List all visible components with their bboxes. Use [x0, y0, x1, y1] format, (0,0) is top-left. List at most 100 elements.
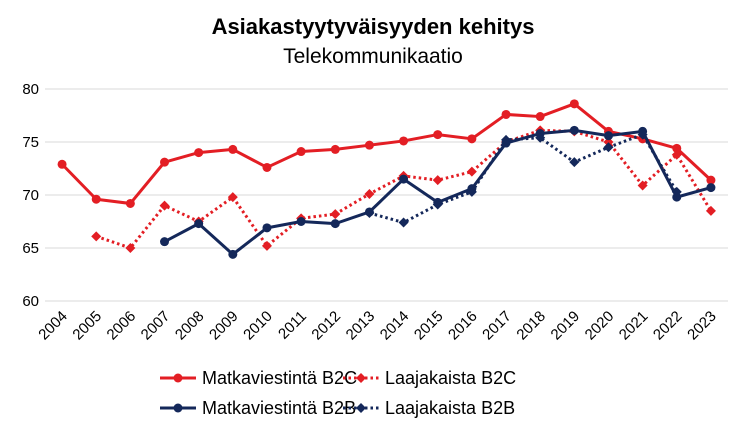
data-point [672, 192, 682, 202]
data-point [356, 373, 366, 383]
x-tick-label: 2019 [548, 308, 584, 344]
data-point [330, 144, 340, 154]
y-tick-label: 70 [22, 187, 39, 204]
data-point [569, 157, 580, 168]
x-tick-label: 2007 [138, 308, 174, 344]
data-point [603, 142, 614, 153]
x-tick-label: 2012 [308, 308, 344, 344]
x-tick-label: 2011 [275, 308, 310, 343]
data-point [399, 136, 409, 146]
data-point [535, 132, 546, 143]
y-axis-ticks: 60 65 70 75 80 [22, 81, 39, 310]
data-point [706, 183, 716, 193]
chart-subtitle: Telekommunikaatio [283, 45, 463, 68]
series [364, 129, 682, 228]
x-tick-label: 2016 [445, 308, 481, 344]
data-point [228, 249, 238, 259]
data-point [671, 186, 682, 197]
legend-label: Laajakaista B2C [385, 368, 516, 388]
x-tick-label: 2010 [240, 308, 276, 344]
y-tick-label: 65 [22, 240, 39, 257]
data-point [569, 99, 579, 109]
x-tick-label: 2015 [411, 308, 447, 344]
y-tick-label: 60 [22, 293, 39, 310]
data-point [706, 175, 716, 185]
y-tick-label: 75 [22, 134, 39, 151]
data-point [262, 162, 272, 172]
data-point [356, 403, 366, 413]
data-point [501, 134, 512, 145]
data-point [364, 140, 374, 150]
data-point [432, 175, 443, 186]
x-tick-label: 2018 [513, 308, 549, 344]
series [160, 125, 716, 259]
chart-title: Asiakastyytyväisyyden kehitys [212, 14, 535, 39]
x-tick-label: 2004 [35, 308, 71, 344]
data-point [296, 217, 306, 226]
data-point [91, 194, 101, 204]
data-point [637, 180, 648, 191]
data-point [467, 134, 477, 144]
legend-item: Matkaviestintä B2C [160, 368, 357, 388]
data-point [705, 205, 716, 216]
data-point [432, 199, 443, 210]
data-point [501, 109, 511, 119]
series-line [61, 102, 712, 205]
x-tick-label: 2006 [104, 308, 140, 344]
data-point [330, 209, 341, 220]
data-point [57, 159, 67, 169]
x-tick-label: 2022 [650, 308, 686, 344]
legend-item: Laajakaista B2C [343, 368, 516, 388]
x-tick-label: 2014 [377, 308, 413, 344]
series-group [57, 99, 716, 259]
legend: Matkaviestintä B2C Laajakaista B2C Matkavi… [160, 368, 516, 418]
legend-item: Matkaviestintä B2B [160, 398, 356, 418]
x-tick-label: 2013 [343, 308, 379, 344]
y-tick-label: 80 [22, 81, 39, 98]
data-point [398, 217, 409, 228]
x-tick-label: 2008 [172, 308, 208, 344]
data-point [364, 208, 375, 219]
data-point [194, 219, 204, 229]
data-point [603, 137, 614, 147]
data-point [91, 231, 102, 242]
data-point [194, 148, 204, 158]
legend-label: Matkaviestintä B2B [202, 398, 356, 418]
data-point [671, 149, 682, 160]
data-point [227, 192, 238, 203]
x-tick-label: 2020 [582, 308, 618, 344]
data-point [637, 129, 648, 140]
data-point [466, 166, 477, 177]
series-line [369, 133, 679, 225]
data-point [228, 144, 238, 154]
legend-label: Matkaviestintä B2C [202, 368, 357, 388]
x-tick-label: 2005 [69, 308, 105, 344]
data-point [159, 200, 170, 211]
data-point [535, 112, 545, 122]
data-point [125, 243, 136, 253]
data-point [569, 125, 579, 135]
data-point [262, 223, 272, 233]
x-tick-label: 2017 [479, 308, 515, 344]
data-point [330, 219, 340, 229]
legend-label: Laajakaista B2B [385, 398, 515, 418]
data-point [399, 174, 409, 184]
data-point [160, 157, 170, 167]
data-point [466, 186, 477, 197]
x-tick-label: 2021 [616, 308, 652, 344]
data-point [672, 143, 682, 153]
data-point [433, 130, 443, 140]
data-point [160, 237, 170, 247]
data-point [296, 147, 306, 157]
legend-item: Laajakaista B2B [343, 398, 515, 418]
x-tick-label: 2023 [684, 308, 720, 344]
data-point [261, 240, 272, 251]
series-line [163, 128, 712, 256]
data-point [603, 131, 613, 141]
data-point [125, 198, 135, 208]
x-tick-label: 2009 [206, 308, 242, 344]
data-point [173, 403, 183, 413]
data-point [364, 188, 375, 199]
